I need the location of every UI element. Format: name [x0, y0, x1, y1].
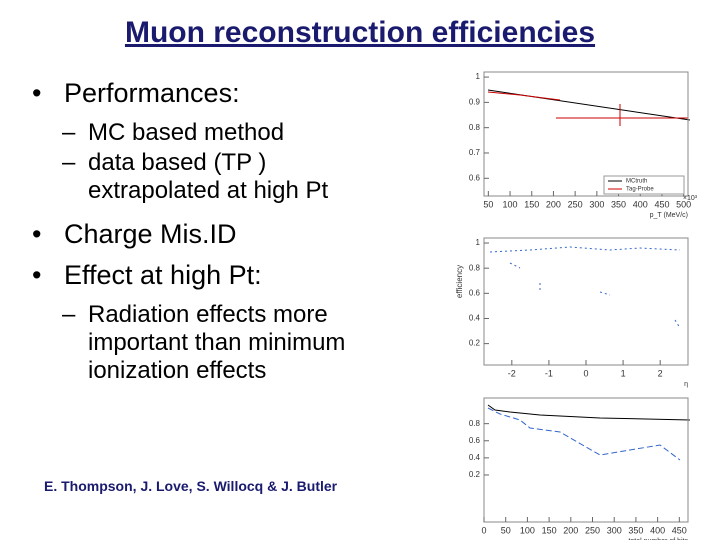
y-tick-label: 0.9	[469, 97, 481, 106]
y-tick-label: 0.2	[469, 339, 481, 348]
curve	[489, 246, 681, 329]
sub-bullet: Radiation effects more important than mi…	[54, 301, 418, 385]
y-tick-label: 0.8	[469, 263, 481, 272]
plot-frame	[483, 71, 689, 197]
x-multiplier: ×10³	[683, 195, 698, 202]
x-tick-label: 250	[568, 199, 583, 209]
y-tick-label: 1	[476, 72, 481, 81]
y-tick-label: 0.8	[469, 419, 481, 428]
plot-frame	[483, 237, 689, 366]
y-axis-label: efficiency	[455, 265, 464, 298]
x-tick-label: 100	[503, 199, 518, 209]
sub-bullet: MC based method	[54, 119, 408, 147]
authors: E. Thompson, J. Love, S. Willocq & J. Bu…	[44, 478, 338, 494]
x-tick-label: 450	[654, 199, 669, 209]
x-axis-label: η	[684, 381, 688, 388]
x-tick-label: 400	[633, 199, 648, 209]
curve	[487, 91, 688, 126]
legend-box	[603, 175, 685, 195]
curve	[487, 407, 681, 461]
x-tick-label: 450	[672, 525, 687, 535]
x-tick-label: 300	[589, 199, 604, 209]
x-tick-label: 1	[621, 368, 626, 378]
y-tick-label: 0.6	[469, 173, 481, 182]
x-tick-label: 200	[546, 199, 561, 209]
y-tick-label: 0.6	[469, 436, 481, 445]
sub-list: Radiation effects more important than mi…	[54, 301, 448, 385]
x-tick-label: 150	[524, 199, 539, 209]
legend-label: Tag-Probe	[626, 187, 654, 193]
x-tick-label: 0	[481, 525, 486, 535]
x-tick-label: 100	[520, 525, 535, 535]
plot-frame	[483, 397, 689, 523]
bullet: Effect at high Pt:	[28, 260, 448, 291]
bullet-list: Performances: MC based method data based…	[28, 78, 448, 399]
x-tick-label: 500	[676, 199, 691, 209]
x-tick-label: -2	[508, 368, 516, 378]
x-tick-label: 150	[542, 525, 557, 535]
y-tick-label: 0.4	[469, 453, 481, 462]
x-tick-label: 50	[501, 525, 511, 535]
y-tick-label: 0.4	[469, 314, 481, 323]
slide-title: Muon reconstruction efficiencies	[124, 16, 596, 49]
curve	[487, 404, 691, 421]
y-tick-label: 0.8	[469, 123, 481, 132]
y-tick-label: 1	[476, 238, 481, 247]
x-tick-label: 2	[658, 368, 663, 378]
bullet: Charge Mis.ID	[28, 219, 448, 250]
x-tick-label: 350	[628, 525, 643, 535]
y-tick-label: 0.7	[469, 148, 481, 157]
x-tick-label: 300	[607, 525, 622, 535]
x-tick-label: 50	[483, 199, 493, 209]
bullet: Performances:	[28, 78, 448, 109]
x-tick-label: 250	[585, 525, 600, 535]
sub-list: MC based method data based (TP ) extrapo…	[54, 119, 448, 205]
x-tick-label: 400	[650, 525, 665, 535]
x-tick-label: 0	[583, 368, 588, 378]
x-tick-label: 350	[611, 199, 626, 209]
x-tick-label: 200	[563, 525, 578, 535]
sub-bullet: data based (TP ) extrapolated at high Pt	[54, 149, 348, 205]
x-axis-label: total number of hits	[628, 538, 688, 540]
y-tick-label: 0.2	[469, 470, 481, 479]
x-tick-label: -1	[545, 368, 553, 378]
legend-label: MCtruth	[626, 179, 647, 185]
x-axis-label: p_T (MeV/c)	[650, 212, 688, 219]
y-tick-label: 0.6	[469, 288, 481, 297]
